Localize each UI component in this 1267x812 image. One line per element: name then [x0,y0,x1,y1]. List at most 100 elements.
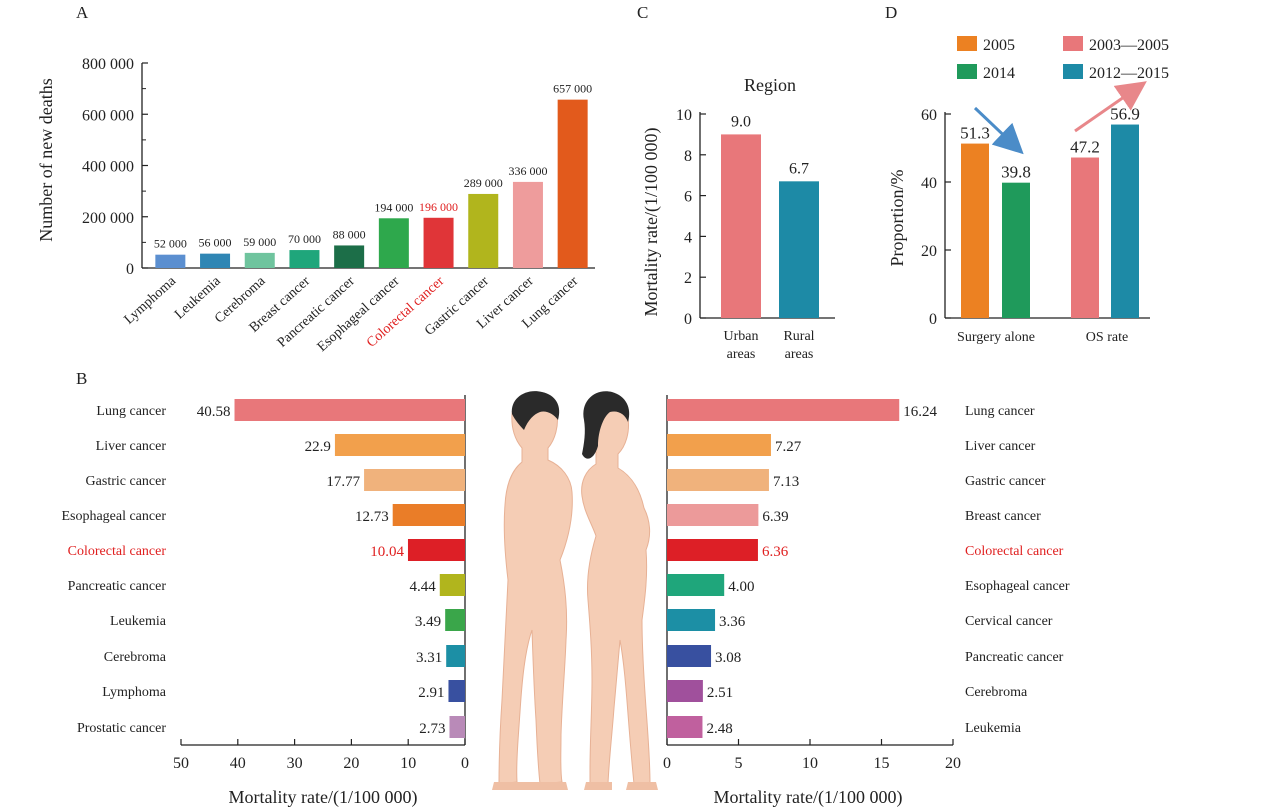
panel-b-female-bar [667,645,712,667]
panel-d-bar [1111,124,1139,318]
panel-b-female-category-label: Esophageal cancer [965,579,1070,594]
panel-d-value-label: 56.9 [1110,105,1140,124]
panel-b-female-xtick-label: 0 [663,755,671,772]
panel-d-bar [1071,157,1099,318]
panel-c-ytick-label: 6 [684,189,692,206]
panel-letter-c: C [637,3,648,22]
female-body-silhouette [581,397,651,785]
panel-b-female-category-label: Breast cancer [965,509,1041,524]
panel-a-chart: Number of new deaths 0 200 000 400 000 600 … [36,56,595,355]
panel-b-female-bar [667,716,703,738]
panel-a-value-label: 56 000 [199,236,232,250]
panel-a-ytick-label: 200 000 [82,210,134,227]
panel-b-male-value-label: 12.73 [355,509,389,525]
panel-c-category-line: areas [727,347,756,362]
panel-b-male-xtick-label: 40 [230,755,246,772]
panel-a-bar [334,245,365,268]
male-body-illustration-icon [492,391,573,790]
panel-a-category-label: Lymphoma [122,273,180,327]
panel-c-ytick-label: 2 [684,270,692,287]
panel-b-male-bar [334,434,465,456]
panel-b-male-bar [448,680,465,702]
panel-d-value-label: 47.2 [1070,138,1100,157]
panel-a-bar [378,218,409,268]
panel-b-male-bar [446,645,465,667]
panel-b-female-value-label: 7.27 [775,439,802,455]
panel-b-male-category-label: Gastric cancer [86,474,167,489]
panel-c-ytick-label: 4 [684,229,692,246]
panel-a-value-label: 657 000 [553,82,592,96]
panel-b-male-category-label: Lymphoma [102,685,167,700]
male-hair [511,391,560,430]
panel-c-value-label: 6.7 [789,160,809,177]
panel-b-male-xtick-label: 50 [173,755,189,772]
panel-b-male-value-label: 4.44 [410,579,437,595]
panel-d-bars: 51.3 39.8 47.2 56.9 Surgery alone OS rate [957,105,1140,345]
panel-a-bar [244,252,275,268]
female-hair [582,391,630,459]
panel-b-female-value-label: 3.08 [715,650,741,666]
panel-a-value-label: 196 000 [419,200,458,214]
panel-d-bar [961,143,989,318]
panel-b-female-bar [667,539,758,561]
panel-c-category-line: Urban [724,329,759,344]
panel-b-female-bar [667,574,725,596]
panel-letter-d: D [885,3,897,22]
panel-a-bar [289,250,320,268]
panel-c-bar [721,134,761,318]
panel-b-male-value-label: 2.91 [418,685,444,701]
panel-b-female-value-label: 2.51 [707,685,733,701]
panel-a-value-label: 59 000 [243,235,276,249]
panel-b-male-xtick-label: 10 [400,755,416,772]
female-body-illustration-icon [581,391,658,790]
female-foot [584,782,658,790]
panel-b-female-value-label: 7.13 [773,474,799,490]
panel-b-male-category-label: Pancreatic cancer [68,579,167,594]
panel-b-female-category-label: Cervical cancer [965,614,1053,629]
panel-b-male-xlabel: Mortality rate/(1/100 000) [229,787,418,808]
panel-d-legend-swatch [957,64,977,79]
panel-d-trend-arrows [973,81,1147,155]
panel-a-value-label: 88 000 [333,227,366,241]
panel-d-ytick-label: 60 [921,107,937,124]
male-body-silhouette [498,394,573,785]
panel-a-ytick-label: 0 [126,261,134,278]
panel-b-male-xtick-label: 20 [343,755,359,772]
panel-a-bar [423,217,454,268]
panel-d-ytick-label: 20 [921,243,937,260]
panel-d-category-label: OS rate [1086,330,1128,345]
panel-b-male-chart: 50 40 30 20 10 0 40.58 Lung cancer 22.9 Liver can… [61,395,469,772]
panel-a-category-label: Colorectal cancer [364,274,447,351]
panel-c-ylabel: Mortality rate/(1/100 000) [641,128,662,317]
panel-d-legend-swatch [1063,36,1083,51]
panel-b-female-bar [667,504,759,526]
panel-d-down-arrow-icon [973,106,1024,155]
panel-b-male-value-label: 3.31 [416,650,442,666]
panel-c-chart: Region Mortality rate/(1/100 000) 0 2 4 6 8 1… [641,75,835,362]
panel-b-female-value-label: 6.36 [762,544,789,560]
panel-b-female-bar [667,680,703,702]
panel-b-male-category-label: Leukemia [110,614,167,629]
panel-b-male-category-label: Liver cancer [96,439,167,454]
panel-b-female-bar [667,399,900,421]
panel-b-female-xtick-label: 10 [802,755,818,772]
panel-d-category-label: Surgery alone [957,330,1035,345]
panel-b-male-value-label: 2.73 [419,721,445,737]
male-foot [492,782,568,790]
panel-d-ylabel: Proportion/% [887,169,907,266]
panel-b-male-bar [439,574,465,596]
panel-b-male-bar [364,469,465,491]
panel-b-female-category-label: Lung cancer [965,404,1035,419]
panel-a-value-label: 52 000 [154,237,187,251]
panel-c-category-line: areas [785,347,814,362]
panel-b-female-value-label: 3.36 [719,614,746,630]
panel-c-category-line: Rural [783,329,814,344]
panel-b-female-bar [667,434,771,456]
panel-a-category-label: Pancreatic cancer [275,274,358,351]
panel-d-value-label: 51.3 [960,124,990,143]
panel-a-bar [155,254,186,268]
panel-b-female-category-label: Gastric cancer [965,474,1046,489]
